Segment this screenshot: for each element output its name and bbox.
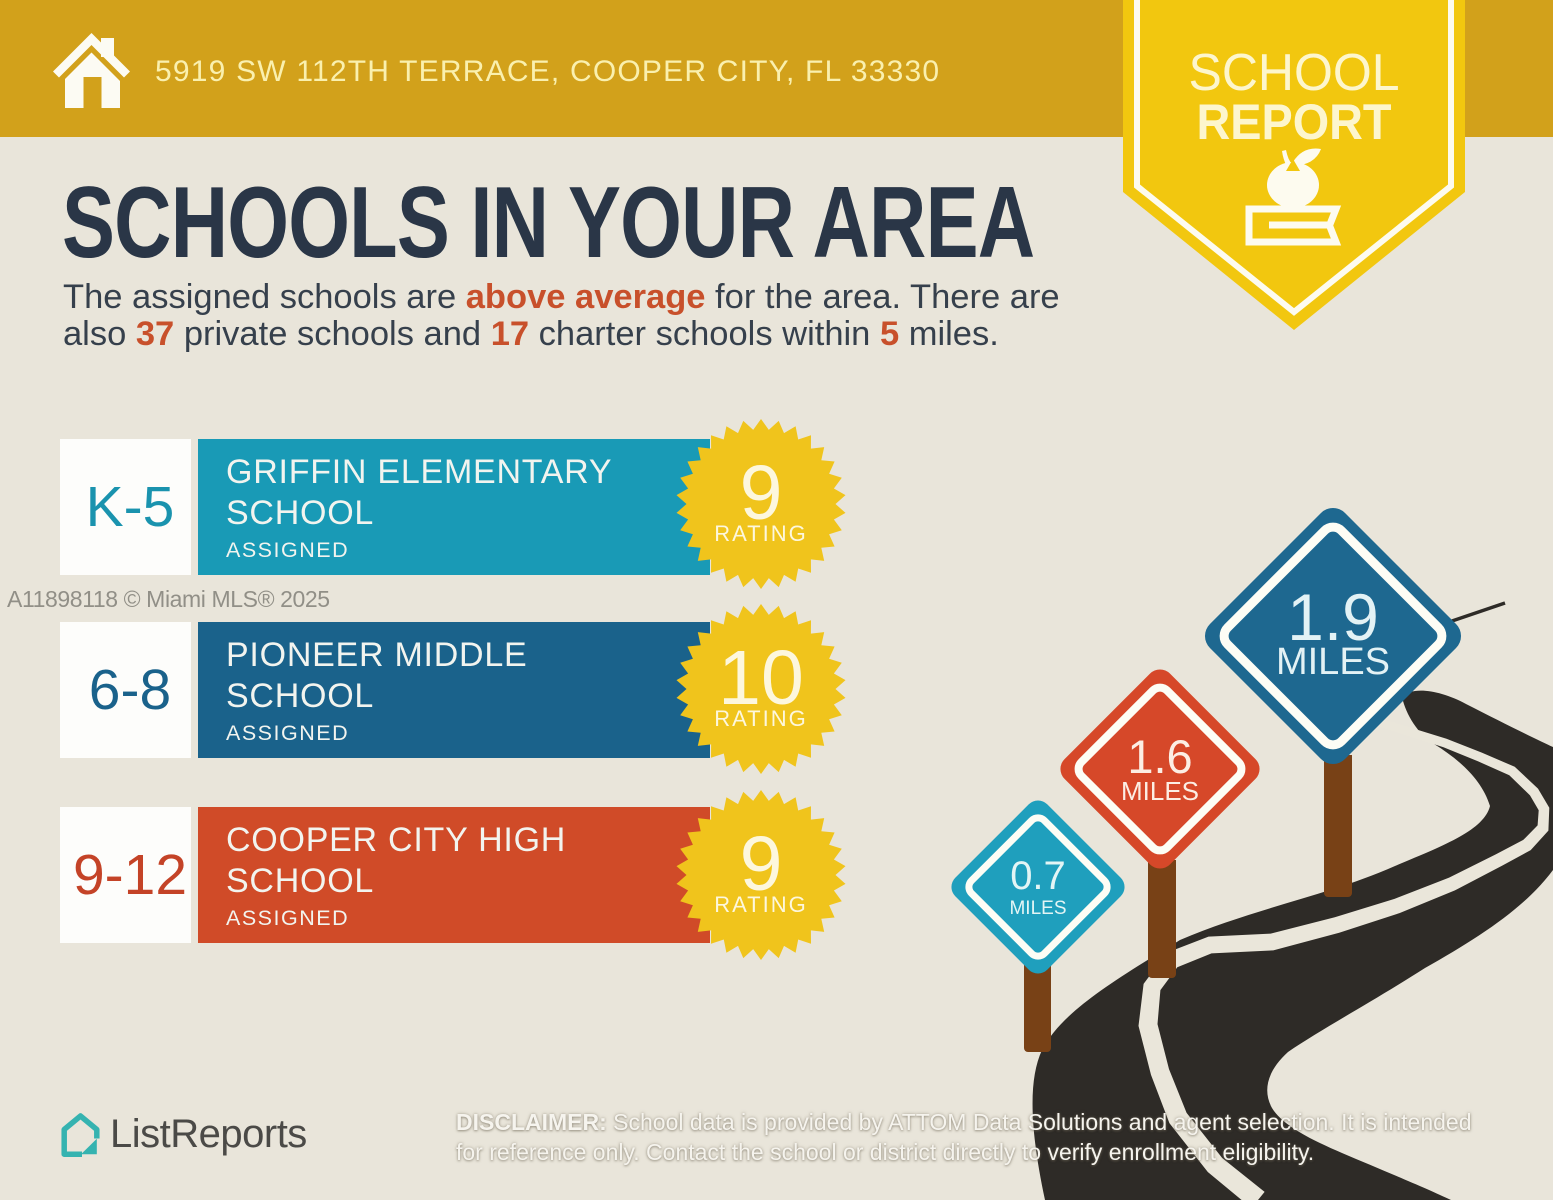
svg-text:MILES: MILES	[1121, 776, 1199, 806]
svg-text:RATING: RATING	[714, 706, 807, 731]
svg-text:RATING: RATING	[714, 892, 807, 917]
svg-text:9: 9	[740, 821, 783, 907]
svg-text:REPORT: REPORT	[1197, 94, 1392, 150]
svg-text:RATING: RATING	[714, 521, 807, 546]
svg-text:MILES: MILES	[1009, 898, 1066, 919]
svg-text:MILES: MILES	[1276, 641, 1390, 683]
svg-text:1.6: 1.6	[1127, 730, 1192, 783]
svg-text:9: 9	[740, 450, 783, 536]
svg-text:0.7: 0.7	[1010, 854, 1066, 898]
svg-text:SCHOOL: SCHOOL	[1189, 44, 1400, 102]
svg-text:1.9: 1.9	[1287, 580, 1379, 654]
svg-text:10: 10	[718, 635, 804, 721]
